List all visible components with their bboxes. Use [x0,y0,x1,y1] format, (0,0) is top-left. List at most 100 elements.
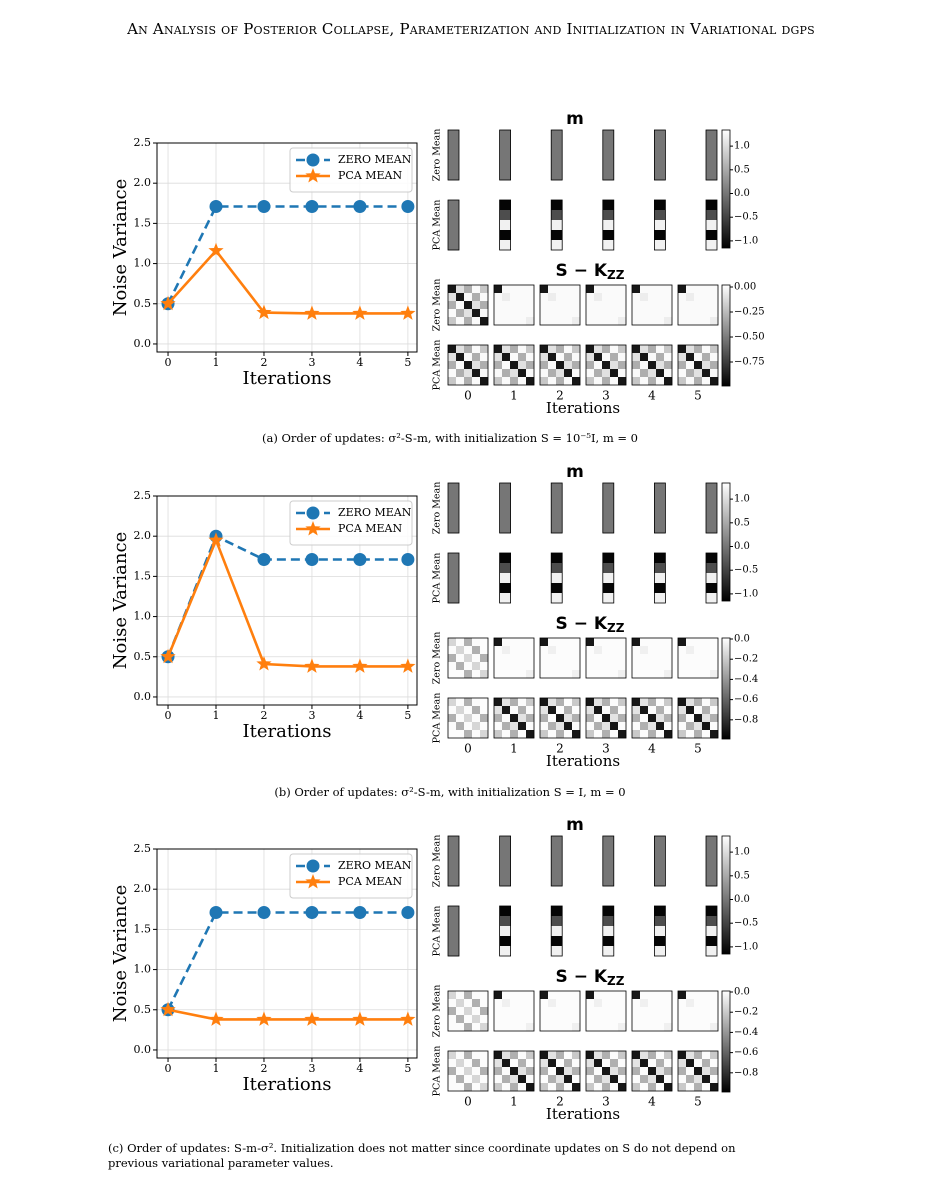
title-main: S − K [556,614,608,634]
heatmap-cell [678,369,687,378]
heatmap-cell [586,698,595,707]
heatmap-cell [602,553,614,564]
heatmap-cell [632,309,641,318]
heatmap-cell [518,714,527,723]
heatmap-cell [564,377,573,386]
heatmap-cell [664,722,673,731]
heatmap-cell [586,991,595,1000]
heatmap-cell [572,1007,581,1016]
heatmap-cell [540,309,549,318]
x-tick-label: 3 [308,709,315,722]
heatmap-cell [499,220,511,231]
heatmap-frame [631,1050,673,1092]
heatmap-cell [648,714,657,723]
heatmap-frame [654,905,666,957]
heatmap-cell [586,317,595,326]
heatmap-cell [564,1075,573,1084]
heatmap-cell [494,706,503,715]
x-tick-label: 0 [165,1062,172,1075]
heatmap-cell [472,722,481,731]
column-label: 5 [694,1095,702,1109]
legend-marker [306,506,320,520]
heatmap-cell [518,285,527,294]
heatmap-cell [618,369,627,378]
heatmap-cell [618,345,627,354]
column-label: 1 [510,1095,518,1109]
heatmap-cell [556,1059,565,1068]
heatmap-cell [548,293,557,302]
heatmap-cell [702,285,711,294]
heatmap-frame [677,990,719,1032]
heatmap-cell [610,353,619,362]
heatmap-cell [499,523,511,534]
heatmap-cell [640,670,649,679]
colorbar [721,637,731,740]
colorbar-tick-label: −0.2 [734,1007,758,1018]
heatmap-cell [602,926,614,937]
heatmap-cell [480,285,489,294]
heatmap-cell [702,714,711,723]
heatmap-cell [654,553,666,564]
heatmap-cell [540,991,549,1000]
colorbar-tick-label: −1.0 [734,588,758,599]
heatmap-cell [648,1059,657,1068]
heatmap-cell [526,1007,535,1016]
heatmap-cell [594,714,603,723]
heatmap-frame [677,344,719,386]
heatmap-cell [654,240,666,251]
heatmap-cell [494,1067,503,1076]
heatmap-cell [632,698,641,707]
y-tick-label: 1.5 [134,922,152,935]
legend-label: ZERO MEAN [338,859,412,872]
heatmap-cell [448,503,459,514]
heatmap-frame [705,129,718,181]
heatmap-cell [510,706,519,715]
heatmap-cell [499,836,511,847]
heatmap-cell [480,1075,489,1084]
heatmap-cell [526,698,535,707]
heatmap-cell [556,646,565,655]
heatmap-cell [472,638,481,647]
heatmap-cell [632,1023,641,1032]
heatmap-cell [510,361,519,370]
y-tick-label: 0.5 [134,297,152,310]
heatmap-cell [448,1015,457,1024]
heatmap-cell [510,714,519,723]
heatmap-title: S − KZZ [556,967,625,988]
heatmap-cell [448,220,459,231]
heatmap-cell [678,1059,687,1068]
colorbar-tick-label: 0.5 [734,164,750,175]
heatmap-cell [548,999,557,1008]
heatmap-cell [540,654,549,663]
heatmap-cell [586,361,595,370]
legend-marker [305,874,321,889]
heatmap-frame [602,482,615,534]
column-label: 1 [510,742,518,756]
heatmap-cell [456,345,465,354]
heatmap-cell [654,523,666,534]
heatmap-cell [632,706,641,715]
heatmap-cell [686,309,695,318]
heatmap-cell [502,1059,511,1068]
heatmap-cell [686,638,695,647]
heatmap-cell [556,377,565,386]
x-tick-label: 2 [260,356,267,369]
heatmap-cell [502,999,511,1008]
heatmap-cell [594,353,603,362]
marker [160,295,176,311]
heatmap-cell [540,1015,549,1024]
heatmap-cell [640,1051,649,1060]
colorbar-tick-label: 1.0 [734,847,750,858]
heatmap-cell [664,1059,673,1068]
heatmap-cell [480,638,489,647]
heatmap-cell [686,714,695,723]
heatmap-cell [648,1015,657,1024]
heatmap-cell [602,654,611,663]
heatmap-cell [602,670,611,679]
y-tick-label: 1.0 [134,257,152,270]
heatmap-cell [706,503,717,514]
heatmap-cell [510,670,519,679]
heatmap-cell [610,1023,619,1032]
heatmap-cell [510,1067,519,1076]
heatmap-frame [677,697,719,739]
